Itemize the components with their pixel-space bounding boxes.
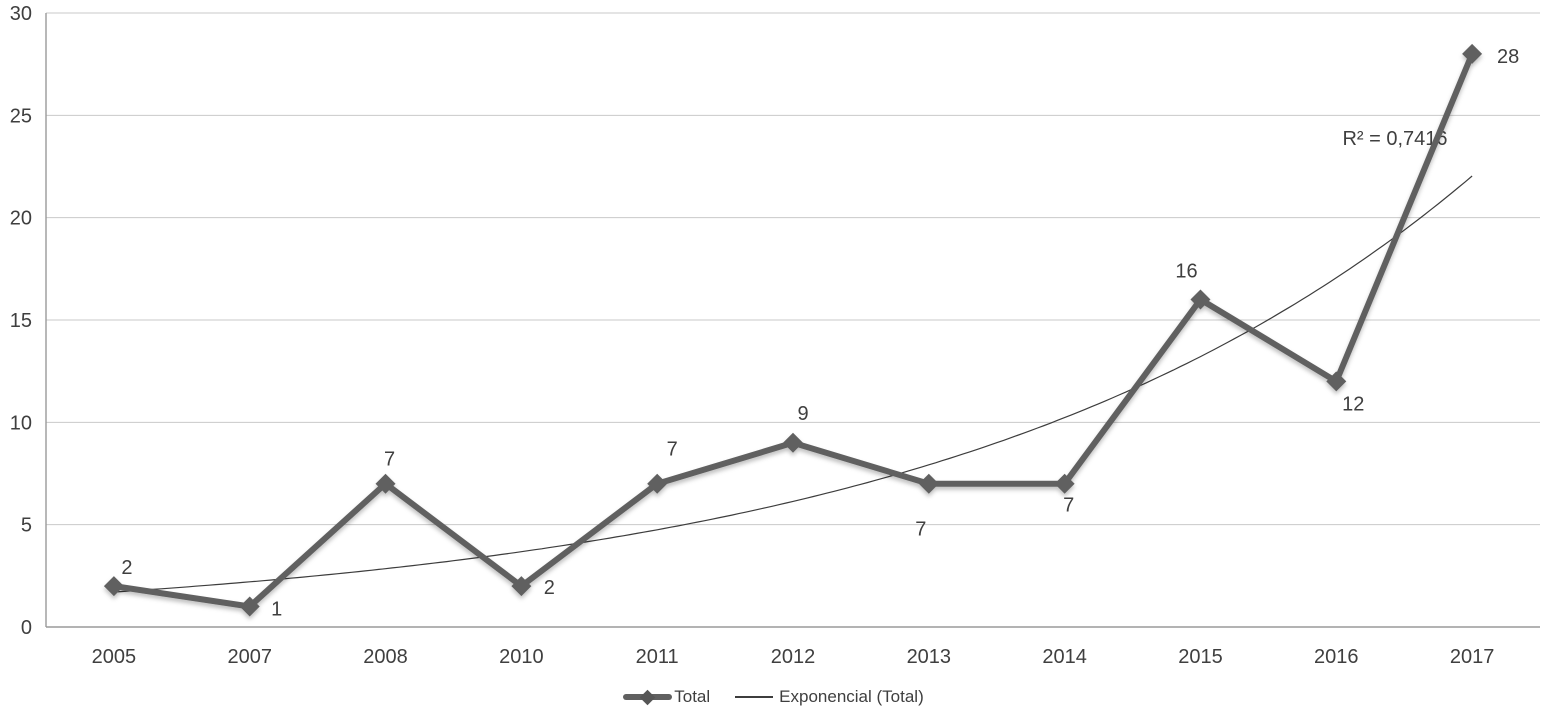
data-label: 2 — [544, 577, 555, 599]
legend-item-exponencial: Exponencial (Total) — [735, 687, 924, 707]
chart-legend: Total Exponencial (Total) — [0, 687, 1547, 707]
x-tick-label: 2015 — [1178, 646, 1223, 668]
total-series-marker — [783, 432, 803, 453]
y-tick-label: 15 — [10, 310, 32, 332]
data-label: 1 — [271, 599, 282, 621]
data-label: 28 — [1497, 46, 1519, 68]
y-tick-label: 25 — [10, 105, 32, 127]
data-label: 7 — [1063, 495, 1074, 517]
legend-label-total: Total — [674, 687, 711, 706]
x-tick-label: 2011 — [636, 646, 679, 668]
y-tick-label: 10 — [10, 412, 32, 434]
x-tick-label: 2012 — [771, 646, 816, 668]
x-tick-label: 2010 — [499, 646, 544, 668]
y-tick-label: 0 — [21, 617, 32, 639]
x-tick-label: 2007 — [227, 646, 272, 668]
data-label: 9 — [797, 403, 808, 425]
y-tick-label: 30 — [10, 3, 32, 25]
x-tick-label: 2014 — [1042, 646, 1087, 668]
total-series-marker — [103, 576, 124, 597]
x-tick-label: 2005 — [92, 646, 137, 668]
x-tick-label: 2017 — [1450, 646, 1495, 668]
x-tick-label: 2008 — [363, 646, 408, 668]
legend-item-total: Total — [623, 687, 710, 707]
x-tick-label: 2013 — [907, 646, 952, 668]
diamond-marker-icon — [639, 689, 656, 705]
y-tick-label: 5 — [21, 515, 32, 537]
total-series-marker — [375, 473, 396, 494]
x-tick-label: 2016 — [1314, 646, 1359, 668]
trendline-path — [113, 175, 1473, 593]
data-label: 2 — [121, 557, 132, 579]
total-series-marker — [1462, 43, 1483, 64]
total-series — [103, 43, 1483, 617]
total-series-marker — [1054, 473, 1075, 494]
data-label: 7 — [915, 519, 926, 541]
total-series-marker — [647, 473, 668, 494]
total-series-marker — [239, 596, 260, 617]
data-label: 16 — [1175, 261, 1197, 283]
total-series-marker — [511, 576, 532, 597]
total-series-line — [110, 50, 1476, 610]
line-chart: 0 5 10 15 20 25 30 2005 2007 2008 2010 2011 2012 2013… — [10, 3, 1540, 668]
data-label: 7 — [667, 439, 678, 461]
data-label: 12 — [1342, 393, 1364, 415]
legend-label-exponencial: Exponencial (Total) — [779, 687, 924, 706]
total-series-marker — [918, 473, 939, 494]
total-series-marker — [1190, 289, 1211, 310]
total-series-marker — [1326, 371, 1347, 392]
data-label: 7 — [384, 449, 395, 471]
trendline-swatch — [735, 696, 774, 698]
total-line-swatch — [623, 689, 673, 705]
y-tick-label: 20 — [10, 208, 32, 230]
r-squared-label: R² = 0,7416 — [1342, 128, 1447, 150]
